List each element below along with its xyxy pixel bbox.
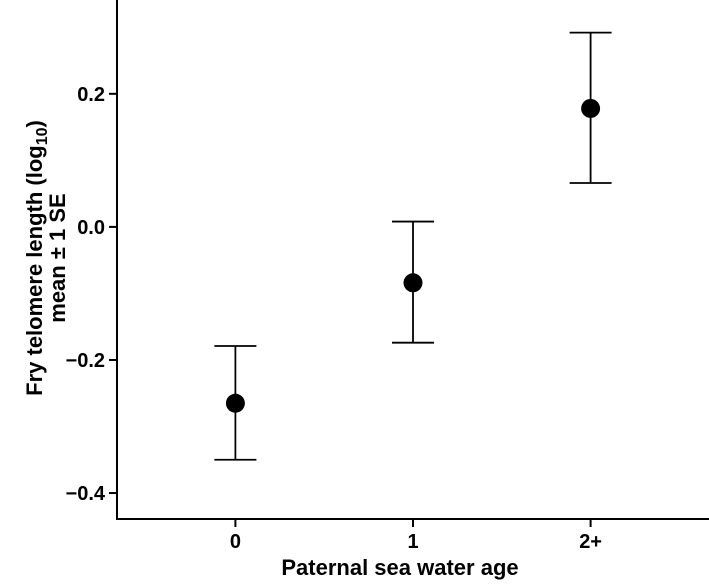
data-points-layer — [214, 31, 612, 461]
y-axis-ticks: 0.2 0.0 −0.2 −0.4 — [66, 84, 117, 505]
y-axis-title-line2: mean ± 1 SE — [45, 193, 70, 322]
y-tick-label: −0.4 — [66, 483, 106, 505]
x-axis-title: Paternal sea water age — [281, 555, 518, 580]
y-tick-label: 0.0 — [77, 217, 105, 239]
y-axis-title: Fry telomere length (log10) mean ± 1 SE — [22, 120, 70, 396]
y-axis-title-line1: Fry telomere length (log10) — [22, 120, 51, 396]
x-tick-label: 1 — [407, 531, 418, 553]
x-tick-label: 0 — [230, 531, 241, 553]
x-axis-ticks: 0 1 2+ — [230, 519, 602, 553]
data-point-group — [392, 220, 434, 344]
data-point-group — [214, 345, 257, 461]
data-point-group — [569, 31, 612, 184]
y-tick-label: 0.2 — [77, 84, 105, 106]
data-point — [403, 273, 423, 293]
data-point — [581, 98, 601, 118]
x-tick-label: 2+ — [579, 531, 602, 553]
y-tick-label: −0.2 — [66, 350, 105, 372]
data-point — [225, 393, 245, 413]
